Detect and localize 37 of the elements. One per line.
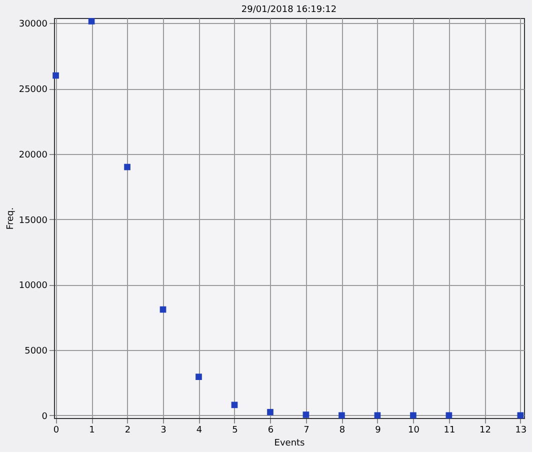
point: [231, 402, 238, 408]
x-tick-label: 8: [339, 426, 346, 436]
point: [410, 412, 416, 419]
x-tick-label: 4: [196, 426, 202, 436]
y-tick-label: 10000: [18, 281, 48, 292]
y-tick-label: 30000: [18, 20, 48, 30]
x-tick-label: 12: [479, 426, 491, 436]
point: [446, 412, 452, 419]
x-tick-label: 0: [53, 426, 60, 436]
point: [374, 412, 381, 419]
point: [517, 412, 524, 419]
y-axis-title: Freq.: [6, 207, 16, 230]
point: [124, 164, 130, 170]
x-tick-label: 9: [375, 426, 382, 436]
point: [267, 408, 274, 416]
x-tick-label: 5: [232, 426, 238, 436]
x-tick-label: 11: [444, 426, 456, 436]
point: [302, 412, 310, 418]
point: [88, 18, 95, 24]
x-tick-label: 3: [160, 426, 166, 436]
point: [338, 412, 345, 419]
chart-title: 29/01/2018 16:19:12: [241, 5, 337, 15]
y-tick-label: 20000: [18, 150, 48, 160]
point: [196, 374, 202, 380]
y-tick-label: 25000: [18, 85, 48, 96]
x-tick-label: 1: [89, 426, 95, 436]
x-axis-title: Events: [274, 438, 306, 448]
x-tick-label: 6: [268, 426, 274, 436]
x-tick-label: 2: [124, 426, 131, 436]
x-tick-label: 10: [408, 426, 420, 436]
point: [52, 72, 59, 79]
x-tick-label: 7: [304, 426, 310, 436]
point: [160, 306, 166, 313]
y-tick-label: 0: [42, 412, 48, 422]
y-tick-label: 15000: [18, 216, 48, 226]
y-tick-label: 5000: [24, 346, 48, 357]
x-tick-label: 13: [515, 426, 527, 436]
